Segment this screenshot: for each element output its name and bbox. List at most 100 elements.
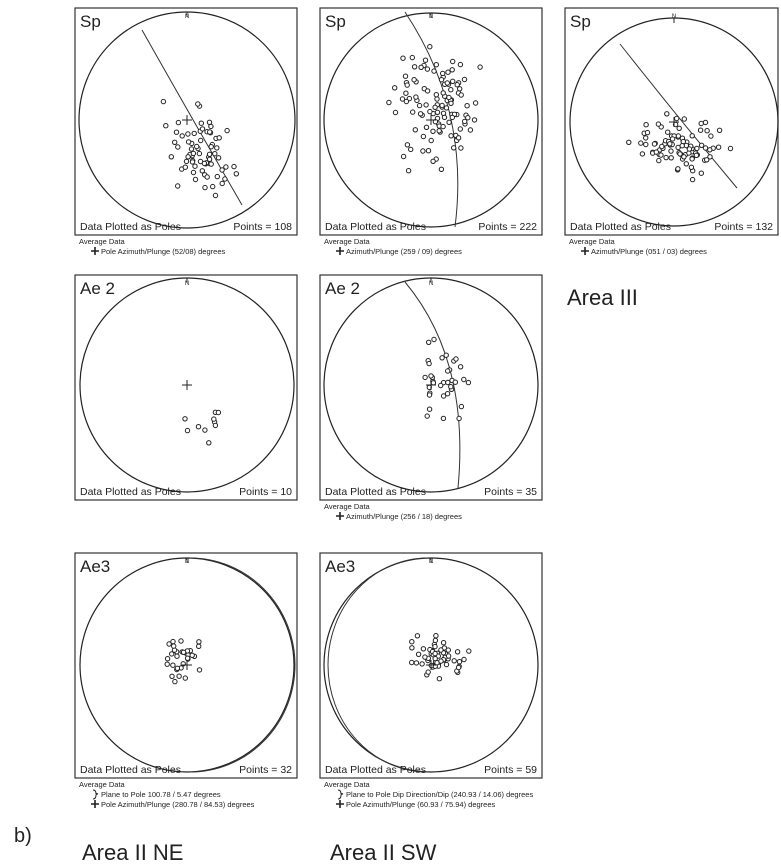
- pole-point: [461, 656, 467, 663]
- average-line: Pole Azimuth/Plunge (60.93 / 75.94) degr…: [346, 800, 496, 809]
- pole-point: [438, 647, 444, 653]
- pole-point: [445, 647, 451, 653]
- pole-point: [471, 117, 478, 123]
- symbol: [336, 800, 344, 808]
- pole-point: [464, 103, 470, 109]
- pole-point: [707, 147, 713, 153]
- footer-left: Data Plotted as Poles: [325, 221, 426, 233]
- pole-point: [419, 661, 425, 667]
- north-label: N: [672, 14, 676, 20]
- pole-point: [420, 646, 427, 652]
- footer-left: Data Plotted as Poles: [80, 221, 181, 233]
- pole-point: [446, 94, 452, 101]
- pole-point: [183, 158, 190, 165]
- pole-point: [432, 650, 438, 657]
- pole-point: [175, 144, 181, 150]
- pole-point: [454, 82, 460, 88]
- pole-point: [458, 145, 464, 151]
- pole-point: [457, 126, 463, 132]
- pole-point: [430, 380, 437, 386]
- pole-point: [215, 409, 222, 416]
- panel-label: Ae3: [80, 557, 110, 576]
- pole-point: [231, 163, 237, 170]
- pole-point: [190, 169, 197, 176]
- pole-point: [418, 64, 424, 71]
- pole-point: [441, 114, 448, 121]
- footer-right: Points = 35: [484, 486, 537, 498]
- footer-left: Data Plotted as Poles: [570, 221, 671, 233]
- average-line: Azimuth/Plunge (051 / 03) degrees: [591, 247, 707, 256]
- north-label: N: [185, 281, 189, 287]
- pole-point: [679, 143, 685, 149]
- pole-point: [185, 154, 191, 160]
- pole-point: [466, 648, 472, 654]
- pole-point: [208, 144, 214, 150]
- pole-point: [651, 141, 658, 147]
- pole-point: [664, 111, 670, 117]
- pole-point: [658, 152, 664, 158]
- pole-point: [196, 667, 203, 673]
- pole-point: [414, 633, 421, 639]
- pole-point: [199, 168, 206, 174]
- pole-point: [453, 356, 459, 362]
- pole-point: [448, 133, 454, 139]
- pole-point: [409, 54, 415, 61]
- pole-point: [450, 78, 456, 85]
- pole-point: [168, 154, 175, 160]
- pole-point: [704, 157, 710, 163]
- pole-point: [195, 424, 202, 430]
- pole-point: [173, 129, 180, 135]
- pole-point: [443, 661, 450, 668]
- pole-point: [457, 61, 464, 68]
- pole-point: [208, 161, 214, 167]
- pole-point: [449, 114, 455, 121]
- panel-frame: [74, 7, 298, 236]
- pole-point: [434, 109, 441, 116]
- panel-label: Ae 2: [80, 279, 115, 298]
- pole-point: [708, 133, 714, 139]
- pole-point: [643, 141, 649, 148]
- pole-point: [456, 659, 463, 665]
- pole-point: [392, 109, 399, 116]
- pole-point: [432, 637, 439, 644]
- pole-point: [206, 119, 213, 126]
- pole-point: [663, 154, 669, 161]
- pole-point: [431, 336, 437, 343]
- pole-point: [440, 90, 446, 96]
- pole-point: [201, 160, 208, 167]
- pole-point: [403, 98, 410, 105]
- pole-point: [436, 676, 443, 682]
- pole-point: [404, 82, 410, 88]
- pole-point: [433, 61, 439, 68]
- pole-point: [438, 658, 444, 664]
- pole-point: [172, 139, 178, 146]
- pole-point: [411, 77, 417, 83]
- panel-frame: [564, 7, 779, 236]
- footer-left: Data Plotted as Poles: [80, 486, 181, 498]
- pole-point: [210, 183, 216, 190]
- center-cross: [182, 660, 192, 670]
- footer-left: Data Plotted as Poles: [325, 764, 426, 776]
- pole-point: [163, 123, 169, 129]
- area-label: Area III: [567, 285, 638, 310]
- pole-point: [386, 99, 392, 106]
- great-circle: [141, 29, 243, 206]
- average-title: Average Data: [324, 237, 371, 246]
- pole-point: [172, 678, 178, 685]
- pole-point: [448, 87, 454, 93]
- pole-point: [206, 156, 213, 163]
- pole-point: [665, 129, 671, 135]
- pole-point: [416, 102, 423, 109]
- pole-point: [185, 131, 191, 137]
- pole-point: [454, 649, 461, 655]
- pole-point: [444, 80, 450, 86]
- pole-point: [404, 142, 411, 148]
- pole-point: [698, 142, 705, 149]
- pole-point: [455, 664, 462, 671]
- pole-point: [408, 146, 414, 153]
- pole-point: [424, 413, 430, 419]
- pole-point: [436, 128, 442, 134]
- pole-point: [472, 100, 479, 106]
- pole-point: [451, 658, 457, 664]
